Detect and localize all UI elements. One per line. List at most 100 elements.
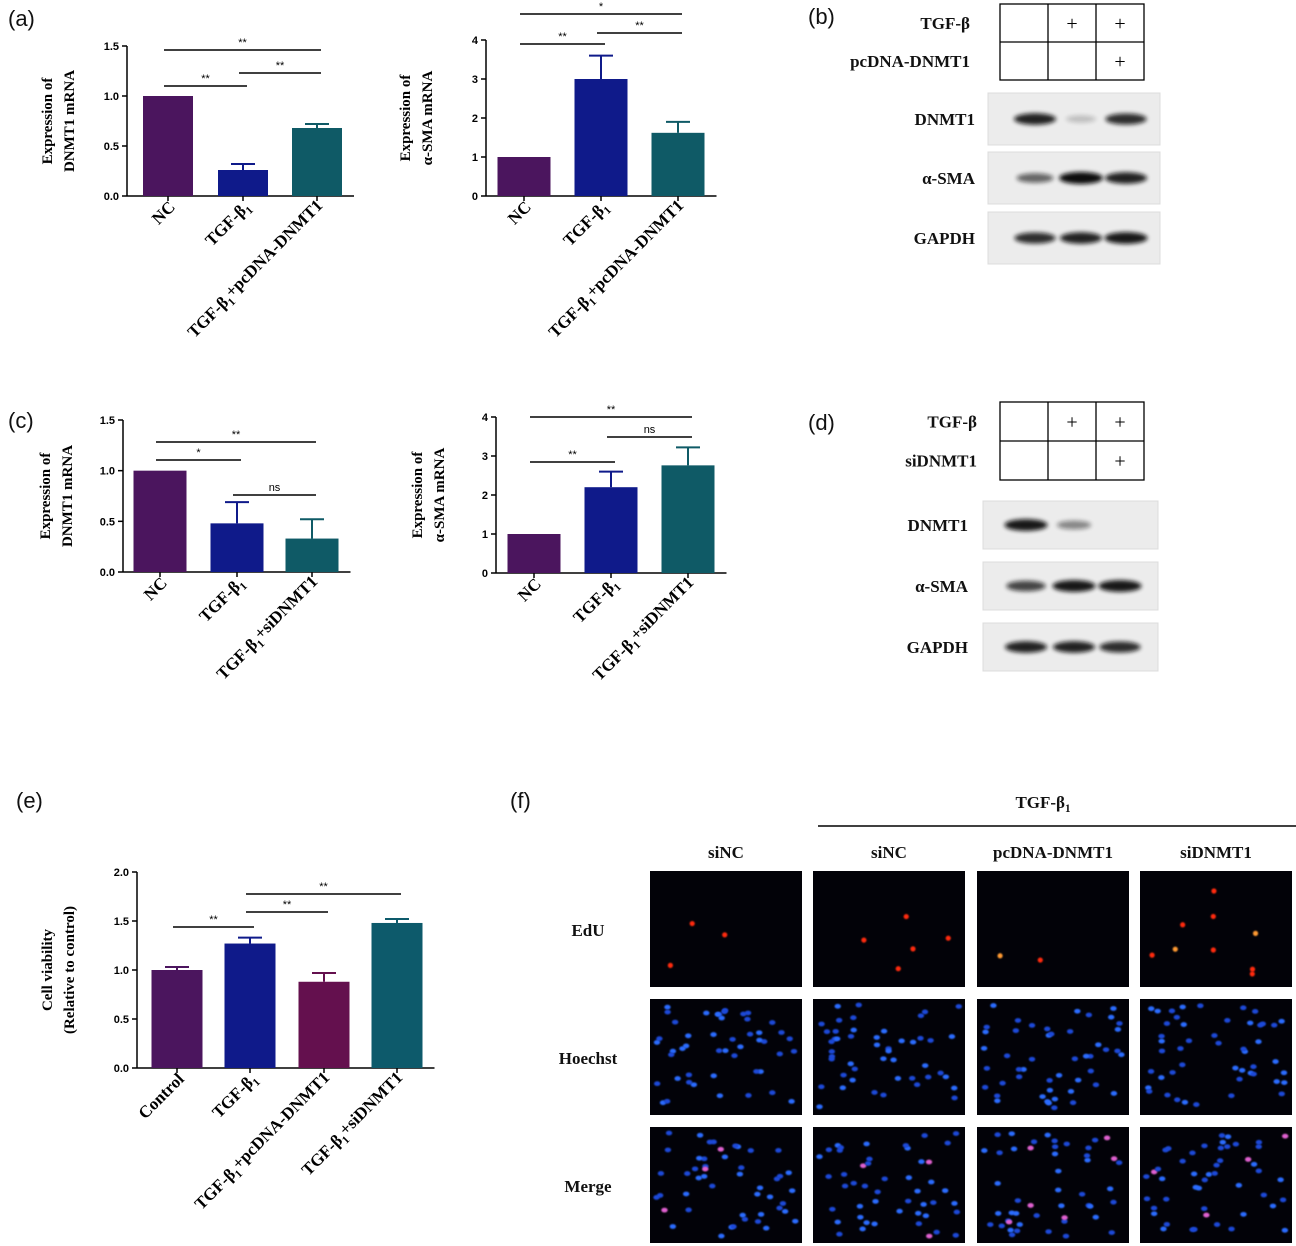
y-tick-label: 0 — [482, 568, 488, 580]
hoechst-nucleus — [753, 1069, 760, 1074]
hoechst-nucleus — [756, 1037, 763, 1043]
merge-nucleus — [1027, 1145, 1034, 1151]
merge-nucleus — [1255, 1144, 1262, 1150]
merge-nucleus — [730, 1224, 737, 1230]
merge-nucleus — [781, 1209, 789, 1214]
hoechst-nucleus — [1180, 1022, 1187, 1027]
band-label: GAPDH — [914, 229, 975, 248]
merge-nucleus — [702, 1166, 709, 1172]
y-axis-label: DNMT1 mRNA — [60, 445, 76, 547]
edu-nucleus — [689, 920, 695, 927]
merge-nucleus — [834, 1219, 841, 1225]
merge-nucleus — [695, 1175, 702, 1181]
merge-nucleus — [825, 1147, 833, 1153]
hoechst-nucleus — [729, 1036, 736, 1042]
bar-a2-1 — [574, 79, 628, 196]
merge-nucleus — [1091, 1137, 1099, 1143]
merge-nucleus — [994, 1211, 1002, 1216]
merge-nucleus — [825, 1174, 832, 1179]
hoechst-nucleus — [1028, 1022, 1036, 1028]
significance-label: ** — [201, 73, 210, 85]
hoechst-nucleus — [847, 1061, 854, 1067]
y-axis-label: Expression of — [38, 452, 54, 540]
merge-nucleus — [859, 1226, 866, 1232]
hoechst-nucleus — [786, 1036, 793, 1042]
merge-nucleus — [918, 1159, 925, 1165]
hoechst-nucleus — [1046, 1087, 1054, 1093]
column-label: pcDNA-DNMT1 — [993, 843, 1113, 862]
hoechst-nucleus — [685, 1072, 693, 1078]
hoechst-nucleus — [840, 1072, 847, 1078]
merge-nucleus — [739, 1212, 746, 1218]
hoechst-nucleus — [1148, 1006, 1155, 1012]
merge-nucleus — [792, 1218, 799, 1224]
hoechst-nucleus — [909, 1075, 916, 1081]
y-tick-label: 0.0 — [100, 567, 115, 579]
edu-nucleus — [861, 937, 867, 943]
merge-nucleus — [840, 1171, 848, 1177]
hoechst-nucleus — [685, 1033, 692, 1039]
hoechst-nucleus — [1271, 1022, 1278, 1028]
merge-nucleus — [684, 1171, 691, 1176]
bar-c1-0 — [133, 470, 187, 572]
micrograph — [1140, 999, 1292, 1115]
merge-nucleus — [1108, 1230, 1115, 1235]
hoechst-nucleus — [1102, 1047, 1110, 1053]
merge-nucleus — [1190, 1171, 1198, 1177]
treatment-row-label: pcDNA-DNMT1 — [850, 52, 970, 71]
hoechst-nucleus — [718, 1015, 725, 1021]
hoechst-nucleus — [690, 1082, 698, 1088]
protein-band — [1059, 232, 1103, 244]
merge-nucleus — [1033, 1213, 1040, 1218]
merge-nucleus — [1030, 1139, 1038, 1145]
merge-nucleus — [657, 1171, 665, 1176]
bar-c1-2 — [285, 538, 339, 572]
treatment-row-label: TGF-β — [927, 413, 977, 432]
merge-nucleus — [700, 1173, 708, 1179]
hoechst-nucleus — [873, 1042, 881, 1048]
hoechst-nucleus — [1240, 1005, 1247, 1011]
edu-nucleus — [997, 953, 1003, 959]
merge-nucleus — [706, 1139, 713, 1145]
protein-band — [1099, 641, 1141, 653]
merge-nucleus — [952, 1232, 959, 1238]
merge-nucleus — [1103, 1135, 1111, 1141]
hoechst-nucleus — [850, 1027, 857, 1033]
y-tick-label: 2.0 — [114, 867, 129, 879]
y-tick-label: 1.0 — [100, 466, 115, 478]
hoechst-nucleus — [653, 1081, 661, 1087]
hoechst-nucleus — [1173, 1014, 1181, 1020]
row-label: Merge — [564, 1177, 612, 1196]
merge-nucleus — [1106, 1186, 1114, 1192]
merge-nucleus — [861, 1183, 869, 1189]
protein-band — [1104, 232, 1148, 244]
edu-nucleus — [722, 932, 728, 938]
hoechst-nucleus — [921, 1063, 929, 1069]
hoechst-nucleus — [818, 1084, 825, 1090]
hoechst-nucleus — [1003, 1053, 1011, 1059]
merge-nucleus — [1244, 1157, 1252, 1162]
edu-nucleus — [1149, 952, 1155, 958]
hoechst-nucleus — [1015, 1074, 1023, 1080]
merge-nucleus — [709, 1183, 716, 1189]
hoechst-nucleus — [746, 1031, 754, 1037]
hoechst-nucleus — [880, 1092, 887, 1098]
merge-nucleus — [766, 1194, 774, 1200]
protein-band — [1004, 519, 1048, 531]
merge-nucleus — [701, 1156, 708, 1162]
micrograph — [977, 871, 1129, 987]
hoechst-nucleus — [1015, 1067, 1023, 1072]
merge-nucleus — [1045, 1229, 1052, 1235]
band-label: α-SMA — [922, 169, 976, 188]
merge-nucleus — [1281, 1133, 1289, 1139]
significance-label: ** — [635, 20, 644, 32]
category-label: NC — [514, 574, 545, 605]
merge-nucleus — [1078, 1191, 1086, 1197]
merge-nucleus — [996, 1150, 1003, 1156]
significance-label: * — [599, 1, 604, 13]
significance-label: ** — [568, 449, 577, 461]
merge-nucleus — [653, 1195, 660, 1200]
hoechst-nucleus — [769, 1020, 776, 1025]
y-tick-label: 2 — [472, 113, 478, 125]
merge-nucleus — [863, 1141, 870, 1147]
